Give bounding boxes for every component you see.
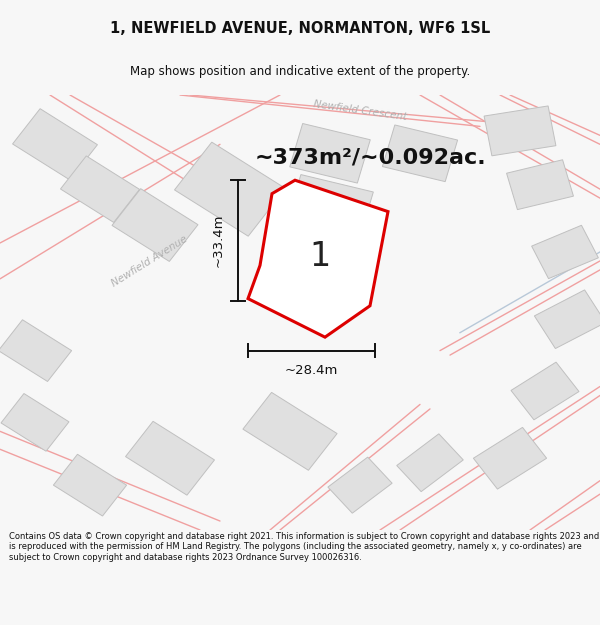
Polygon shape <box>53 454 127 516</box>
Polygon shape <box>1 394 69 451</box>
Text: Newfield Avenue: Newfield Avenue <box>110 234 190 288</box>
Polygon shape <box>125 421 214 495</box>
Text: 1, NEWFIELD AVENUE, NORMANTON, WF6 1SL: 1, NEWFIELD AVENUE, NORMANTON, WF6 1SL <box>110 21 490 36</box>
Text: ~33.4m: ~33.4m <box>212 214 224 268</box>
Polygon shape <box>484 106 556 156</box>
Polygon shape <box>382 125 458 182</box>
Text: Newfield Crescent: Newfield Crescent <box>313 99 407 122</box>
Polygon shape <box>506 160 574 209</box>
Polygon shape <box>13 109 97 180</box>
Polygon shape <box>0 320 71 381</box>
Polygon shape <box>397 434 463 492</box>
Text: ~373m²/~0.092ac.: ~373m²/~0.092ac. <box>254 148 486 168</box>
Text: Contains OS data © Crown copyright and database right 2021. This information is : Contains OS data © Crown copyright and d… <box>9 532 599 562</box>
Polygon shape <box>112 189 198 261</box>
Polygon shape <box>287 174 373 239</box>
Polygon shape <box>328 457 392 513</box>
Polygon shape <box>243 392 337 470</box>
Polygon shape <box>532 225 598 279</box>
Polygon shape <box>511 362 579 420</box>
Polygon shape <box>61 156 140 222</box>
Polygon shape <box>473 428 547 489</box>
Text: Map shows position and indicative extent of the property.: Map shows position and indicative extent… <box>130 65 470 78</box>
Polygon shape <box>248 180 388 337</box>
Polygon shape <box>290 124 370 183</box>
Text: 1: 1 <box>310 240 331 273</box>
Text: ~28.4m: ~28.4m <box>285 364 338 377</box>
Polygon shape <box>535 290 600 349</box>
Polygon shape <box>175 142 286 236</box>
